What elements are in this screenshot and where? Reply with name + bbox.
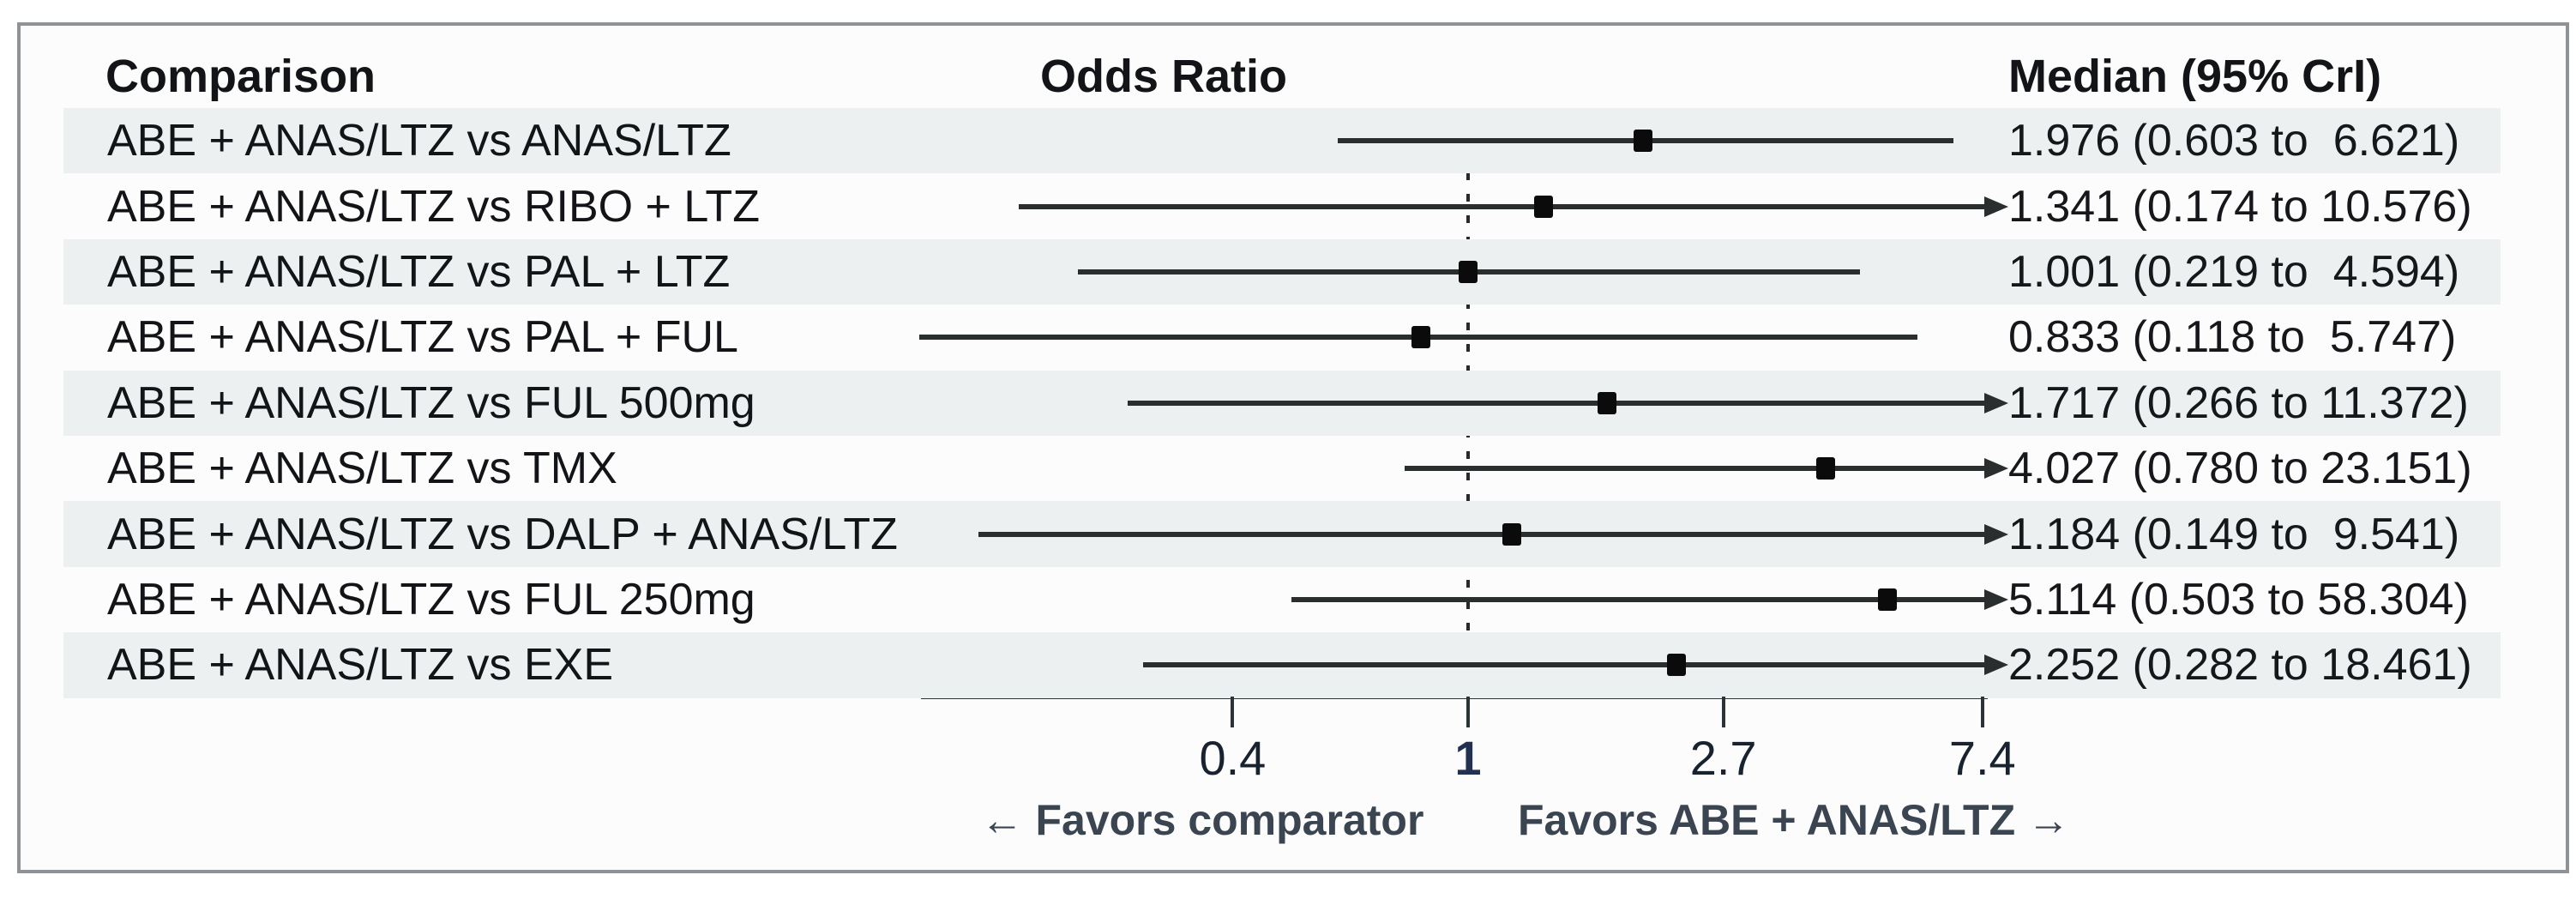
median-ci-value: 0.833 (0.118 to 5.747) <box>2008 312 2457 363</box>
axis-tick <box>1466 697 1470 727</box>
median-ci-value: 4.027 (0.780 to 23.151) <box>2008 443 2472 494</box>
ci-clip-arrowhead-icon <box>1984 589 2008 610</box>
axis-tick-label: 7.4 <box>1948 730 2016 785</box>
ci-line <box>1128 400 1988 406</box>
axis-tick-label: 0.4 <box>1199 730 1267 785</box>
comparison-label: ABE + ANAS/LTZ vs EXE <box>107 640 614 691</box>
ci-clip-arrowhead-icon <box>1984 655 2008 676</box>
ci-clip-arrowhead-icon <box>1984 392 2008 413</box>
ci-line <box>978 531 1988 537</box>
median-ci-value: 1.184 (0.149 to 9.541) <box>2008 509 2460 559</box>
median-marker <box>1634 130 1653 153</box>
comparison-label: ABE + ANAS/LTZ vs ANAS/LTZ <box>107 116 731 166</box>
median-marker <box>1459 261 1478 283</box>
median-marker <box>1533 195 1553 218</box>
comparison-label: ABE + ANAS/LTZ vs FUL 500mg <box>107 377 755 428</box>
median-marker <box>1502 522 1521 546</box>
axis-tick <box>1231 697 1235 727</box>
axis-tick-label: 1 <box>1454 730 1482 785</box>
ci-clip-arrowhead-icon <box>1984 523 2008 545</box>
median-marker <box>1816 457 1836 480</box>
median-ci-value: 2.252 (0.282 to 18.461) <box>2008 640 2472 691</box>
comparison-label: ABE + ANAS/LTZ vs PAL + LTZ <box>107 246 731 297</box>
median-marker <box>1597 391 1616 414</box>
comparison-label: ABE + ANAS/LTZ vs RIBO + LTZ <box>107 181 760 232</box>
comparison-label: ABE + ANAS/LTZ vs TMX <box>107 443 617 494</box>
median-marker <box>1878 588 1898 611</box>
median-ci-value: 1.341 (0.174 to 10.576) <box>2008 181 2472 232</box>
ci-clip-arrowhead-icon <box>1984 458 2008 480</box>
comparison-label: ABE + ANAS/LTZ vs DALP + ANAS/LTZ <box>107 509 898 559</box>
median-ci-value: 5.114 (0.503 to 58.304) <box>2008 574 2469 624</box>
ci-line <box>1142 662 1988 668</box>
median-ci-value: 1.717 (0.266 to 11.372) <box>2008 377 2469 428</box>
table-row <box>63 108 2501 174</box>
column-header-odds-ratio: Odds Ratio <box>1040 51 1288 102</box>
median-marker <box>1667 654 1687 677</box>
axis-tick <box>1721 697 1725 727</box>
comparison-label: ABE + ANAS/LTZ vs PAL + FUL <box>107 312 738 363</box>
axis-tick <box>1980 697 1984 727</box>
favors-comparator-label: ← Favors comparator <box>980 796 1424 844</box>
median-ci-value: 1.976 (0.603 to 6.621) <box>2008 116 2460 166</box>
ci-line <box>1018 203 1988 209</box>
comparison-label: ABE + ANAS/LTZ vs FUL 250mg <box>107 574 755 624</box>
ci-line <box>1404 466 1988 472</box>
ci-clip-arrowhead-icon <box>1984 196 2008 217</box>
median-ci-value: 1.001 (0.219 to 4.594) <box>2008 246 2460 297</box>
axis-tick-label: 2.7 <box>1689 730 1757 785</box>
ci-line <box>1291 597 1988 602</box>
median-marker <box>1411 326 1431 349</box>
favors-treatment-label: Favors ABE + ANAS/LTZ → <box>1517 796 2071 844</box>
column-header-comparison: Comparison <box>105 51 376 102</box>
column-header-median-ci: Median (95% CrI) <box>2008 51 2382 102</box>
